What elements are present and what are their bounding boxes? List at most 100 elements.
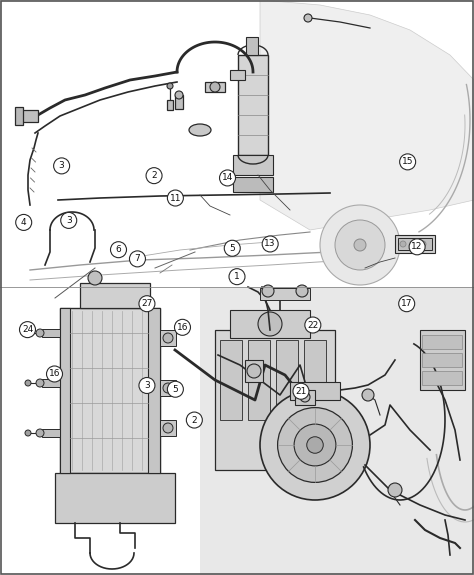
Text: 21: 21 [295,387,307,396]
FancyBboxPatch shape [290,382,340,400]
FancyBboxPatch shape [60,308,70,473]
Circle shape [54,158,70,174]
Text: 3: 3 [144,381,150,390]
Circle shape [304,14,312,22]
Circle shape [36,329,44,337]
FancyBboxPatch shape [205,82,225,92]
FancyBboxPatch shape [215,330,335,470]
FancyBboxPatch shape [422,335,462,349]
FancyBboxPatch shape [60,308,160,473]
FancyBboxPatch shape [395,235,435,253]
Circle shape [163,333,173,343]
Circle shape [399,296,415,312]
Circle shape [300,392,310,402]
Circle shape [163,383,173,393]
Circle shape [163,423,173,433]
FancyBboxPatch shape [0,287,200,575]
FancyBboxPatch shape [160,420,176,436]
FancyBboxPatch shape [238,55,268,155]
Circle shape [167,381,183,397]
Text: 3: 3 [59,162,64,170]
Text: 1: 1 [234,272,240,281]
FancyBboxPatch shape [233,177,273,192]
FancyBboxPatch shape [42,329,60,337]
Circle shape [293,384,309,399]
Circle shape [354,239,366,251]
FancyBboxPatch shape [260,288,310,300]
Circle shape [294,424,336,466]
Circle shape [110,242,127,258]
Text: 6: 6 [116,245,121,254]
Circle shape [61,212,77,228]
Circle shape [16,214,32,231]
FancyBboxPatch shape [80,283,150,308]
FancyBboxPatch shape [230,70,245,80]
Circle shape [210,82,220,92]
Ellipse shape [189,124,211,136]
Circle shape [320,205,400,285]
FancyBboxPatch shape [175,95,183,109]
FancyBboxPatch shape [398,238,432,250]
Circle shape [219,170,236,186]
Circle shape [410,241,416,247]
Text: 2: 2 [151,171,157,180]
FancyBboxPatch shape [42,379,60,387]
Circle shape [167,83,173,89]
Circle shape [19,321,36,338]
Text: 22: 22 [307,320,319,329]
Text: 24: 24 [22,325,33,334]
FancyBboxPatch shape [422,371,462,385]
Circle shape [400,154,416,170]
FancyBboxPatch shape [233,155,273,175]
Text: 5: 5 [173,385,178,394]
Text: 16: 16 [49,370,60,378]
Circle shape [247,364,261,378]
Circle shape [229,269,245,285]
Circle shape [400,241,406,247]
FancyBboxPatch shape [276,340,298,420]
Circle shape [167,190,183,206]
Circle shape [36,379,44,387]
Circle shape [175,91,183,99]
FancyBboxPatch shape [55,473,175,523]
Circle shape [258,312,282,336]
FancyBboxPatch shape [160,330,176,346]
Circle shape [224,240,240,256]
Text: 3: 3 [66,216,72,225]
Text: 17: 17 [401,299,412,308]
Circle shape [146,168,162,183]
Text: 15: 15 [402,158,413,166]
FancyBboxPatch shape [167,100,173,110]
Text: 4: 4 [21,218,27,227]
Text: 12: 12 [411,242,423,251]
Circle shape [25,380,31,386]
FancyBboxPatch shape [42,429,60,437]
Text: 14: 14 [222,174,233,182]
Circle shape [25,430,31,436]
Circle shape [388,483,402,497]
Circle shape [46,366,63,382]
FancyBboxPatch shape [420,330,465,390]
FancyBboxPatch shape [422,353,462,367]
Circle shape [262,285,274,297]
Text: 5: 5 [229,244,235,253]
Circle shape [307,437,323,453]
Text: 13: 13 [264,239,276,248]
Polygon shape [200,287,474,575]
Circle shape [409,239,425,255]
FancyBboxPatch shape [0,0,474,287]
Circle shape [36,429,44,437]
Circle shape [420,241,426,247]
Circle shape [186,412,202,428]
Circle shape [362,389,374,401]
FancyBboxPatch shape [248,340,270,420]
Circle shape [129,251,146,267]
FancyBboxPatch shape [245,360,263,382]
FancyBboxPatch shape [148,308,160,473]
FancyBboxPatch shape [220,340,242,420]
FancyBboxPatch shape [230,310,310,338]
FancyBboxPatch shape [246,37,258,55]
Circle shape [296,285,308,297]
Circle shape [335,220,385,270]
Polygon shape [260,0,474,230]
